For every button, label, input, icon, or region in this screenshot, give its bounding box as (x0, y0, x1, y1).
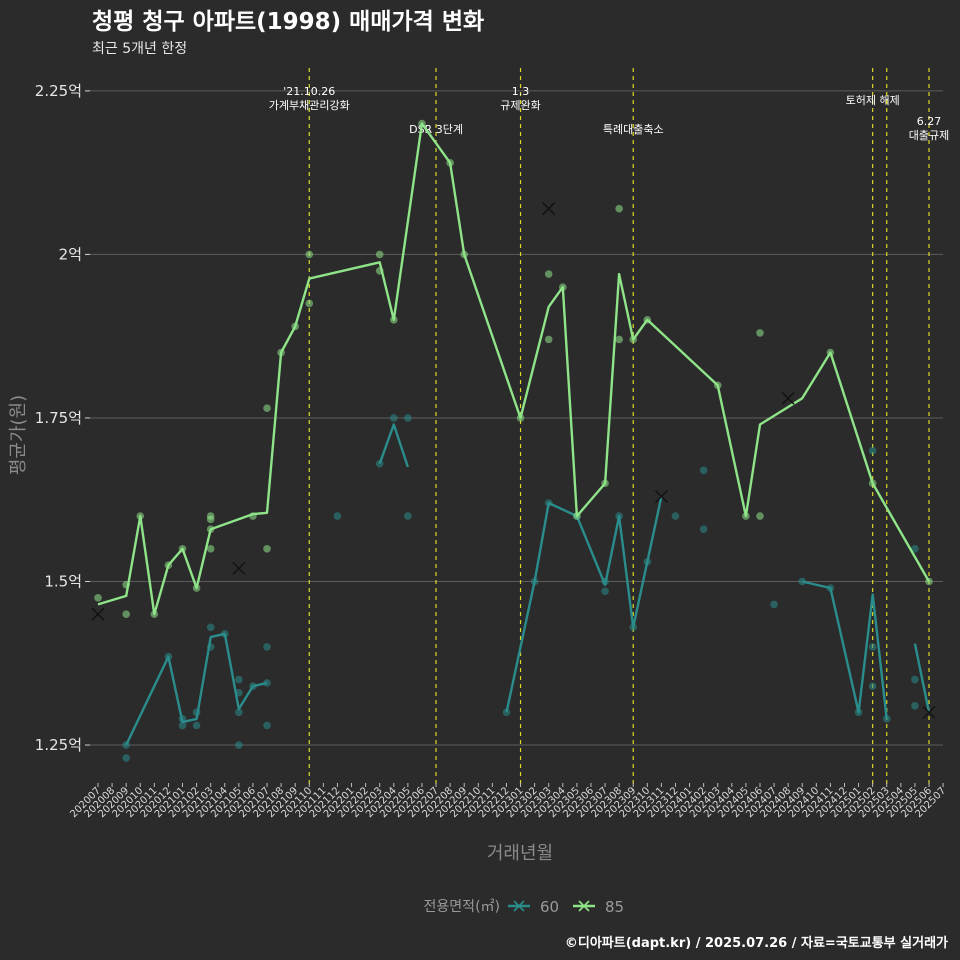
y-axis-label: 평균가(원) (8, 395, 29, 475)
series-85-point-19 (375, 250, 384, 259)
series-60-point-32 (671, 512, 680, 520)
legend-marker-60 (513, 900, 525, 912)
series-60-point-39 (868, 446, 877, 455)
source-caption: ©디아파트(dapt.kr) / 2025.07.26 / 자료=국토교통부 실… (565, 935, 948, 951)
series-layer (91, 119, 936, 762)
series-60-line-4 (913, 643, 931, 713)
event-label-1: DSR 3단계 (409, 123, 463, 136)
y-axis-ticks: 1.25억 1.5억 1.75억 2억 2.25억 (35, 82, 90, 754)
series-60-line-3 (801, 580, 888, 720)
series-60-point-1 (122, 754, 130, 762)
y-tick-label-1: 1.5억 (44, 572, 82, 590)
event-label-0: '21.10.26 가계부채관리강화 (269, 85, 350, 112)
chart-title: 청평 청구 아파트(1998) 매매가격 변화 (92, 9, 484, 35)
series-85-point-2 (122, 610, 130, 618)
series-60-point-7 (206, 623, 215, 632)
series-85-point-32 (615, 335, 623, 344)
legend-label-85: 85 (605, 898, 624, 916)
series-85-point-9 (206, 515, 215, 524)
x-axis-ticks: 2020072020082020092020102020112020122021… (68, 783, 948, 820)
series-60-point-20 (389, 414, 398, 422)
series-60-point-5 (192, 721, 201, 730)
series-60-point-28 (601, 587, 609, 596)
legend: 전용면적(㎡) 60 85 (424, 898, 625, 916)
series-60-point-22 (404, 512, 412, 520)
series-60-point-23 (502, 708, 511, 717)
series-60-point-18 (333, 512, 342, 520)
series-85-line-0 (97, 122, 931, 616)
series-60-cross-1 (922, 705, 936, 719)
series-85-point-13 (263, 404, 271, 412)
event-label-4: 토허제 해제 (846, 93, 900, 107)
series-85-cross-1 (232, 561, 246, 575)
y-tick-label-4: 2.25억 (35, 82, 82, 100)
series-85-point-17 (305, 250, 314, 259)
series-60-point-10 (235, 675, 243, 684)
series-85-point-38 (756, 512, 764, 520)
series-60-point-13 (235, 741, 243, 749)
series-60-point-45 (911, 544, 919, 553)
series-85-point-11 (206, 544, 215, 553)
series-60-line-0 (125, 632, 268, 746)
series-60-point-21 (404, 414, 412, 422)
chart-subtitle: 최근 5개년 한정 (92, 41, 187, 57)
series-60-line-1 (378, 423, 410, 468)
series-60-point-34 (699, 525, 708, 533)
series-60-point-41 (868, 682, 877, 690)
series-85-cross-0 (91, 607, 105, 621)
event-label-3: 특례대출축소 (603, 123, 664, 136)
series-85-point-31 (615, 204, 623, 213)
series-85-point-26 (544, 270, 553, 278)
series-60-point-44 (911, 701, 919, 710)
y-tick-label-3: 2억 (59, 245, 82, 263)
series-60-point-43 (911, 675, 919, 684)
series-85-point-14 (263, 544, 271, 553)
series-60-point-40 (868, 643, 877, 651)
series-60-point-3 (178, 721, 187, 730)
series-60-point-12 (235, 708, 243, 717)
series-85-cross-2 (542, 202, 556, 216)
series-60-point-15 (263, 679, 271, 687)
series-85-point-37 (756, 329, 764, 337)
series-60-point-33 (699, 466, 708, 475)
event-label-2: 1.3 규제완화 (500, 85, 540, 112)
legend-title: 전용면적(㎡) (424, 899, 500, 915)
legend-marker-85 (578, 900, 590, 912)
series-85-point-18 (305, 299, 314, 308)
y-tick-label-2: 1.75억 (35, 409, 82, 427)
series-60-point-16 (263, 643, 271, 651)
series-60-cross-0 (654, 489, 668, 503)
series-85-cross-3 (781, 391, 795, 405)
series-60-line-2 (505, 496, 663, 713)
series-60-point-17 (263, 721, 271, 730)
legend-label-60: 60 (540, 898, 559, 916)
event-label-6: 6.27 대출규제 (909, 115, 949, 142)
x-axis-label: 거래년월 (487, 843, 553, 864)
series-85-point-27 (544, 335, 553, 344)
series-60-point-35 (770, 600, 778, 609)
series-85-point-0 (94, 594, 102, 602)
y-tick-label-0: 1.25억 (35, 736, 82, 754)
